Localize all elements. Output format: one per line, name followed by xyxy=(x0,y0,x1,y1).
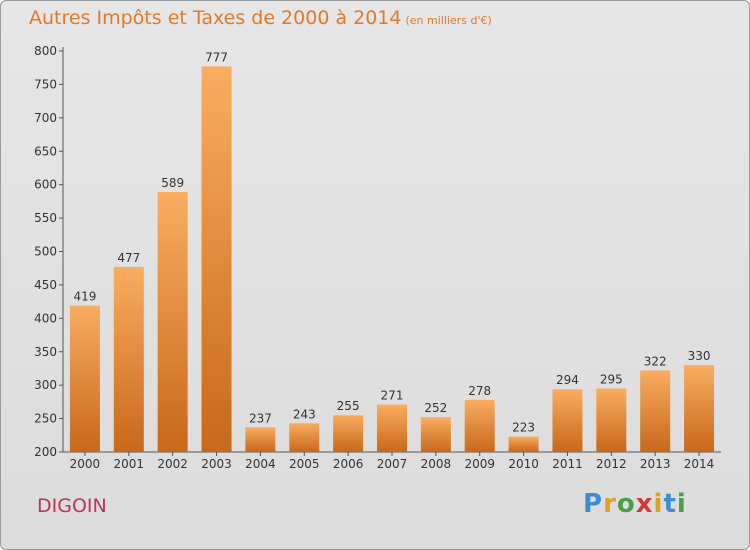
data-label: 330 xyxy=(688,349,711,363)
y-tick-label: 650 xyxy=(34,144,57,158)
y-tick-label: 400 xyxy=(34,311,57,325)
chart-subtitle: (en milliers d'€) xyxy=(405,14,492,27)
data-label: 419 xyxy=(73,290,96,304)
y-tick-label: 800 xyxy=(34,44,57,58)
x-tick-label: 2005 xyxy=(289,457,320,471)
y-tick-label: 550 xyxy=(34,211,57,225)
x-tick-label: 2012 xyxy=(596,457,627,471)
data-label: 777 xyxy=(205,50,228,64)
data-label: 322 xyxy=(644,354,667,368)
data-label: 243 xyxy=(293,407,316,421)
data-label: 252 xyxy=(424,401,447,415)
bar xyxy=(684,365,715,452)
data-label: 271 xyxy=(381,389,404,403)
data-label: 237 xyxy=(249,411,272,425)
bar xyxy=(377,404,407,452)
x-tick-label: 2002 xyxy=(157,457,188,471)
x-tick-label: 2013 xyxy=(640,457,671,471)
y-tick-label: 600 xyxy=(34,178,57,192)
x-tick-label: 2004 xyxy=(245,457,276,471)
data-label: 589 xyxy=(161,176,184,190)
y-tick-label: 350 xyxy=(34,345,57,359)
proxiti-logo: Proxiti xyxy=(583,489,687,519)
x-tick-label: 2010 xyxy=(508,457,539,471)
bar xyxy=(201,66,232,452)
data-label: 223 xyxy=(512,421,535,435)
chart-title: Autres Impôts et Taxes de 2000 à 2014 (en… xyxy=(29,7,492,29)
bar xyxy=(464,399,495,452)
bar xyxy=(552,389,583,452)
y-tick-label: 500 xyxy=(34,245,57,259)
bar xyxy=(113,266,144,452)
x-tick-label: 2008 xyxy=(421,457,452,471)
x-tick-label: 2000 xyxy=(70,457,101,471)
x-tick-label: 2014 xyxy=(684,457,715,471)
bar xyxy=(289,423,320,452)
data-label: 255 xyxy=(337,399,360,413)
x-tick-label: 2007 xyxy=(377,457,408,471)
y-tick-label: 750 xyxy=(34,77,57,91)
bar xyxy=(596,388,627,452)
x-tick-label: 2006 xyxy=(333,457,364,471)
bar xyxy=(245,427,276,452)
data-label: 294 xyxy=(556,373,579,387)
bar xyxy=(157,192,188,453)
chart-title-text: Autres Impôts et Taxes de 2000 à 2014 xyxy=(29,7,402,29)
bar xyxy=(640,370,671,452)
bar xyxy=(69,305,100,452)
x-tick-label: 2011 xyxy=(552,457,583,471)
y-tick-label: 300 xyxy=(34,378,57,392)
x-tick-label: 2001 xyxy=(114,457,145,471)
y-tick-label: 700 xyxy=(34,111,57,125)
x-tick-label: 2009 xyxy=(464,457,495,471)
bar xyxy=(333,415,364,452)
data-label: 278 xyxy=(468,384,491,398)
town-name: DIGOIN xyxy=(37,495,107,517)
data-label: 477 xyxy=(117,251,140,265)
data-label: 295 xyxy=(600,373,623,387)
y-tick-label: 250 xyxy=(34,412,57,426)
bar xyxy=(420,417,451,452)
y-tick-label: 450 xyxy=(34,278,57,292)
x-tick-label: 2003 xyxy=(201,457,232,471)
bar xyxy=(508,436,539,452)
y-tick-label: 200 xyxy=(34,445,57,459)
